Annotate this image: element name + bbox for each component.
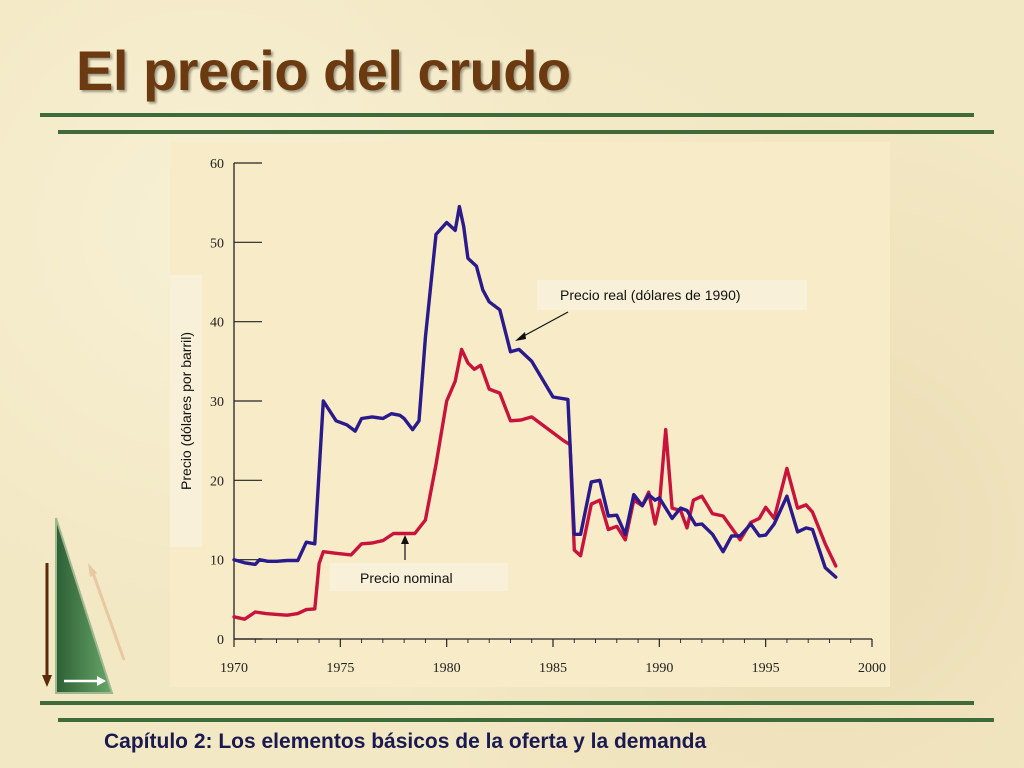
chart-axes	[233, 163, 872, 640]
arrow-up-icon	[88, 563, 126, 661]
nominal-price-line	[232, 347, 838, 621]
slide-title: El precio del crudo	[76, 39, 571, 102]
nominal-price-arrow-head	[401, 535, 409, 544]
y-tick-label: 30	[210, 395, 224, 410]
chapter-footer: Capítulo 2: Los elementos básicos de la …	[104, 730, 707, 753]
y-axis-label-background	[170, 275, 202, 547]
y-tick-label: 20	[210, 474, 224, 489]
y-tick-label: 50	[210, 236, 224, 251]
nominal-price-label: Precio nominal	[360, 570, 453, 586]
y-tick-label: 0	[217, 633, 224, 648]
real-price-label: Precio real (dólares de 1990)	[560, 287, 741, 303]
x-tick-label: 1990	[645, 661, 673, 676]
arrow-down-icon	[42, 563, 52, 687]
chart-panel: 0 10 20 30 40 50 60 1970 1975 1980 1985 1990 1995 20…	[170, 142, 890, 687]
footer-rule-lower	[58, 718, 994, 722]
oil-price-chart: 0 10 20 30 40 50 60 1970 1975 1980 1985 1990 1995 20…	[170, 157, 886, 676]
x-tick-label: 1980	[433, 661, 461, 676]
real-price-label-background	[537, 280, 807, 310]
y-tick-label: 40	[210, 316, 224, 331]
chart-series	[232, 204, 838, 621]
y-axis-ticks: 0 10 20 30 40 50 60	[210, 157, 262, 648]
real-price-line	[232, 204, 838, 579]
title-rule-lower	[58, 130, 994, 134]
real-price-arrow-line	[519, 311, 569, 339]
x-tick-label: 1970	[220, 661, 248, 676]
y-axis-label: Precio (dólares por barril)	[178, 332, 194, 490]
title-rule-upper	[40, 113, 974, 117]
arrow-right-icon	[64, 676, 106, 686]
nominal-price-label-background	[330, 563, 508, 591]
footer-rule-upper	[40, 701, 974, 705]
triangle-logo-icon	[42, 517, 126, 694]
y-tick-label: 60	[210, 157, 224, 172]
chart-annotations: Precio (dólares por barril) Precio real …	[170, 275, 807, 591]
y-tick-label: 10	[210, 554, 224, 569]
x-tick-label: 1995	[752, 661, 780, 676]
x-tick-label: 1985	[539, 661, 567, 676]
x-tick-label: 1975	[326, 661, 354, 676]
real-price-arrow-head	[515, 332, 526, 341]
x-axis-ticks: 1970 1975 1980 1985 1990 1995 2000	[220, 639, 886, 676]
x-tick-label: 2000	[858, 661, 886, 676]
